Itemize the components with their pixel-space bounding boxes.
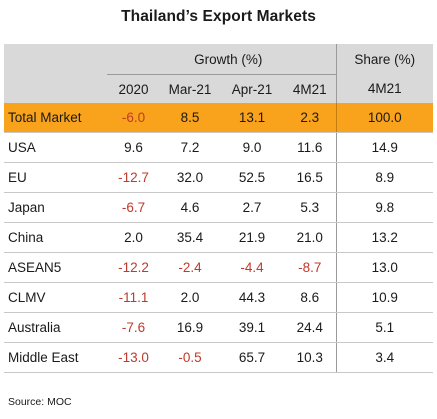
growth-cell: 5.3 <box>284 192 337 223</box>
growth-cell: -12.2 <box>107 252 160 283</box>
growth-cell: 10.3 <box>284 342 337 373</box>
growth-cell: 32.0 <box>160 162 220 193</box>
export-markets-table: Growth (%) Share (%) 2020 Mar-21 Apr-21 … <box>4 44 434 373</box>
growth-cell: 8.5 <box>160 103 220 133</box>
table-row: Australia -7.6 16.9 39.1 24.4 5.1 <box>4 312 434 343</box>
growth-cell: -8.7 <box>284 252 337 283</box>
growth-cell: 4.6 <box>160 192 220 223</box>
header-blank <box>4 44 107 75</box>
table-row: Japan -6.7 4.6 2.7 5.3 9.8 <box>4 192 434 223</box>
growth-cell: 21.9 <box>220 222 284 253</box>
growth-cell: 2.0 <box>107 222 160 253</box>
growth-cell: 24.4 <box>284 312 337 343</box>
column-header-apr-21: Apr-21 <box>220 74 284 103</box>
table-row: ASEAN5 -12.2 -2.4 -4.4 -8.7 13.0 <box>4 252 434 283</box>
table-title: Thailand’s Export Markets <box>121 8 316 25</box>
growth-cell: 11.6 <box>284 132 337 163</box>
share-cell: 100.0 <box>335 103 434 133</box>
growth-group-label: Growth (%) <box>194 51 263 67</box>
column-header-mar-21: Mar-21 <box>160 74 220 103</box>
growth-cell: 39.1 <box>220 312 284 343</box>
growth-cell: -13.0 <box>107 342 160 373</box>
growth-cell: 9.0 <box>220 132 284 163</box>
column-header-4m21: 4M21 <box>284 74 337 103</box>
row-label: Australia <box>4 312 107 343</box>
share-cell: 9.8 <box>335 192 434 223</box>
growth-cell: 21.0 <box>284 222 337 253</box>
source-note: Source: MOC <box>8 396 72 408</box>
growth-cell: 44.3 <box>220 282 284 313</box>
growth-cell: -2.4 <box>160 252 220 283</box>
share-group-header: Share (%) <box>335 44 434 75</box>
growth-cell: 8.6 <box>284 282 337 313</box>
row-label: Total Market <box>4 103 107 133</box>
growth-cell: 16.9 <box>160 312 220 343</box>
growth-cell: 2.0 <box>160 282 220 313</box>
row-label: Middle East <box>4 342 107 373</box>
growth-cell: 65.7 <box>220 342 284 373</box>
growth-cell: -0.5 <box>160 342 220 373</box>
growth-cell: 16.5 <box>284 162 337 193</box>
growth-cell: 2.7 <box>220 192 284 223</box>
growth-cell: -6.7 <box>107 192 160 223</box>
row-label: CLMV <box>4 282 107 313</box>
row-label: USA <box>4 132 107 163</box>
growth-cell: -11.1 <box>107 282 160 313</box>
share-cell: 5.1 <box>335 312 434 343</box>
row-label: ASEAN5 <box>4 252 107 283</box>
column-header-share-4m21: 4M21 <box>335 74 434 103</box>
growth-cell: -7.6 <box>107 312 160 343</box>
total-market-row: Total Market -6.0 8.5 13.1 2.3 100.0 <box>4 103 434 133</box>
table-body: Total Market -6.0 8.5 13.1 2.3 100.0 USA 9.6 7.2… <box>4 103 434 373</box>
growth-cell: 2.3 <box>284 103 337 133</box>
growth-cell: 13.1 <box>220 103 284 133</box>
table-header: Growth (%) Share (%) 2020 Mar-21 Apr-21 … <box>4 44 434 103</box>
table-row: EU -12.7 32.0 52.5 16.5 8.9 <box>4 162 434 193</box>
row-label: China <box>4 222 107 253</box>
growth-cell: -12.7 <box>107 162 160 193</box>
share-cell: 13.0 <box>335 252 434 283</box>
row-label: Japan <box>4 192 107 223</box>
growth-cell: 9.6 <box>107 132 160 163</box>
growth-cell: 35.4 <box>160 222 220 253</box>
row-label: EU <box>4 162 107 193</box>
growth-group-header: Growth (%) <box>107 44 337 75</box>
table-row: USA 9.6 7.2 9.0 11.6 14.9 <box>4 132 434 163</box>
table-row: China 2.0 35.4 21.9 21.0 13.2 <box>4 222 434 253</box>
growth-cell: -4.4 <box>220 252 284 283</box>
share-cell: 10.9 <box>335 282 434 313</box>
growth-cell: -6.0 <box>107 103 160 133</box>
share-cell: 13.2 <box>335 222 434 253</box>
growth-cell: 52.5 <box>220 162 284 193</box>
share-cell: 3.4 <box>335 342 434 373</box>
header-blank-sub <box>4 74 107 103</box>
growth-cell: 7.2 <box>160 132 220 163</box>
share-cell: 8.9 <box>335 162 434 193</box>
column-header-2020: 2020 <box>107 74 160 103</box>
table-row: CLMV -11.1 2.0 44.3 8.6 10.9 <box>4 282 434 313</box>
share-cell: 14.9 <box>335 132 434 163</box>
table-row: Middle East -13.0 -0.5 65.7 10.3 3.4 <box>4 342 434 373</box>
